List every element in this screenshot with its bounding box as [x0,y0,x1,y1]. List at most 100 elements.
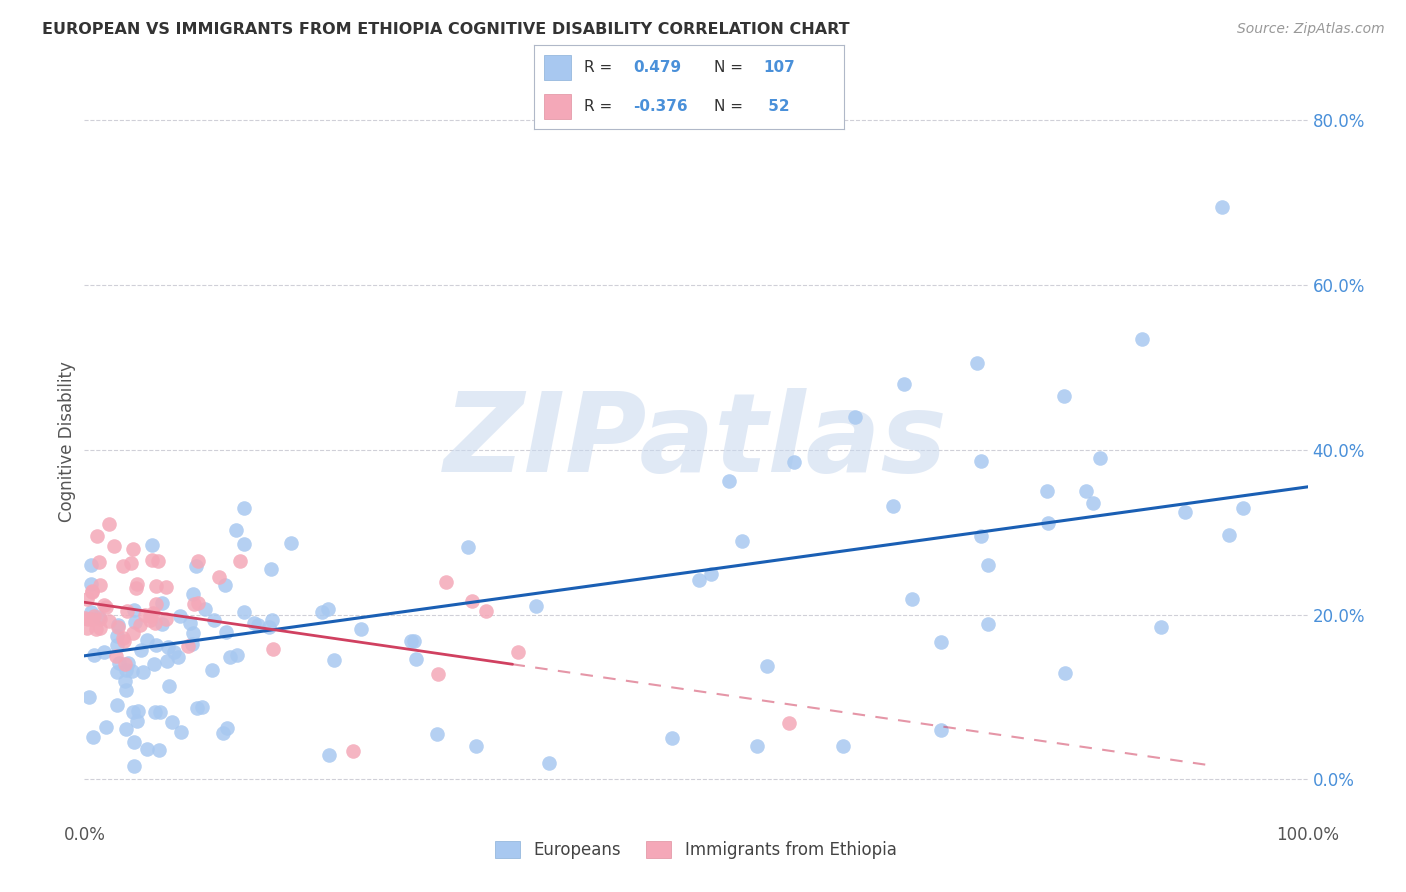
Point [1053,665,1076,680]
Point [280,536,302,550]
Point [225,523,247,537]
Point [122,625,145,640]
Point [402,633,425,648]
Point [747,739,769,754]
Text: N =: N = [714,99,742,114]
Point [262,613,284,627]
Point [122,735,145,749]
Point [342,743,364,757]
Point [117,656,139,670]
Point [107,619,129,633]
Point [94,720,117,734]
Point [143,705,166,719]
Point [257,620,280,634]
Point [475,604,498,618]
Text: 107: 107 [763,60,794,75]
Point [181,586,204,600]
Text: N =: N = [714,60,742,75]
Point [124,603,146,617]
Point [122,705,145,719]
Point [464,739,486,754]
Text: ZIPatlas: ZIPatlas [444,388,948,495]
Point [700,566,723,581]
Point [107,617,129,632]
Point [1036,516,1059,531]
Point [157,679,180,693]
Point [180,637,202,651]
Point [688,573,710,587]
Point [187,596,209,610]
Point [156,640,179,655]
Point [243,615,266,630]
Point [97,615,120,629]
Point [86,529,108,543]
Text: -0.376: -0.376 [633,99,688,114]
Text: EUROPEAN VS IMMIGRANTS FROM ETHIOPIA COGNITIVE DISABILITY CORRELATION CHART: EUROPEAN VS IMMIGRANTS FROM ETHIOPIA COG… [42,22,849,37]
Point [105,649,128,664]
Point [79,690,101,705]
Point [247,618,270,632]
Point [82,731,104,745]
Point [114,674,136,689]
Point [163,645,186,659]
Point [318,602,340,616]
Point [127,714,149,728]
Point [1211,200,1233,214]
Legend: Europeans, Immigrants from Ethiopia: Europeans, Immigrants from Ethiopia [489,834,903,865]
Point [201,663,224,677]
Point [143,616,166,631]
Point [966,356,988,370]
Point [129,643,152,657]
Bar [544,54,571,80]
Point [121,664,143,678]
Point [150,616,173,631]
Point [150,597,173,611]
Point [212,725,235,739]
Point [148,743,170,757]
Point [80,558,103,573]
Point [145,579,167,593]
Point [215,625,238,640]
Point [208,570,231,584]
Point [115,663,138,677]
Point [1036,483,1059,498]
Point [94,600,117,615]
Point [219,650,242,665]
Point [783,455,806,469]
Point [139,609,162,624]
Point [717,474,740,488]
Text: 52: 52 [763,99,790,114]
Point [977,617,1000,632]
Point [112,631,135,645]
Point [426,727,449,741]
Point [1150,620,1173,634]
Point [229,554,252,568]
Point [105,629,128,643]
Point [89,578,111,592]
Point [844,409,866,424]
Y-axis label: Cognitive Disability: Cognitive Disability [58,361,76,522]
Point [311,606,333,620]
Point [93,645,115,659]
Point [112,559,135,574]
Point [226,648,249,663]
Point [136,742,159,756]
Point [350,622,373,636]
Point [405,652,427,666]
Point [86,622,108,636]
Point [89,612,111,626]
Text: R =: R = [583,99,612,114]
Point [77,612,100,626]
Point [134,608,156,623]
Point [186,554,208,568]
Point [80,612,103,626]
Point [460,594,482,608]
Text: 0.479: 0.479 [633,60,682,75]
Point [1132,332,1154,346]
Point [1076,483,1098,498]
Point [233,537,256,551]
Point [76,591,98,606]
Point [146,554,169,568]
Point [1174,505,1197,519]
Point [1081,496,1104,510]
